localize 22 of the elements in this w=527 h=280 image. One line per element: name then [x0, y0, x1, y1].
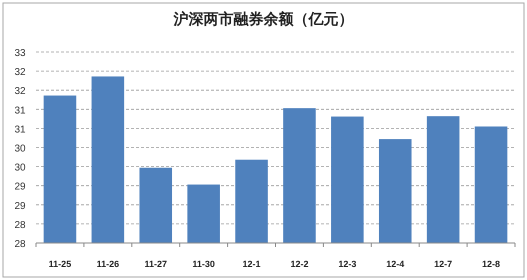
chart-title: 沪深两市融券余额（亿元）	[172, 10, 354, 28]
x-tick-label: 12-1	[242, 259, 261, 269]
y-tick-label: 29	[14, 182, 26, 193]
x-tick-label: 12-8	[482, 259, 500, 269]
x-tick-label: 12-3	[338, 259, 356, 269]
x-tick-label: 12-7	[434, 259, 452, 269]
x-tick-label: 12-2	[290, 259, 308, 269]
y-tick-label: 30	[14, 162, 26, 174]
x-tick-label: 12-4	[386, 259, 404, 269]
y-tick-label: 28	[14, 220, 26, 231]
y-tick-label: 31	[14, 124, 26, 136]
x-tick-label: 11-26	[96, 259, 120, 269]
y-tick-label: 32	[14, 86, 26, 98]
x-tick-label: 11-25	[48, 259, 72, 269]
y-tick-label: 28	[14, 239, 26, 250]
y-tick-label: 30	[14, 144, 26, 154]
y-tick-label: 31	[14, 105, 26, 116]
y-tick-label: 32	[14, 67, 26, 78]
y-tick-label: 29	[14, 200, 26, 212]
x-tick-label: 11-30	[192, 259, 215, 269]
x-tick-label: 11-27	[144, 259, 168, 269]
y-tick-label: 33	[14, 48, 26, 59]
